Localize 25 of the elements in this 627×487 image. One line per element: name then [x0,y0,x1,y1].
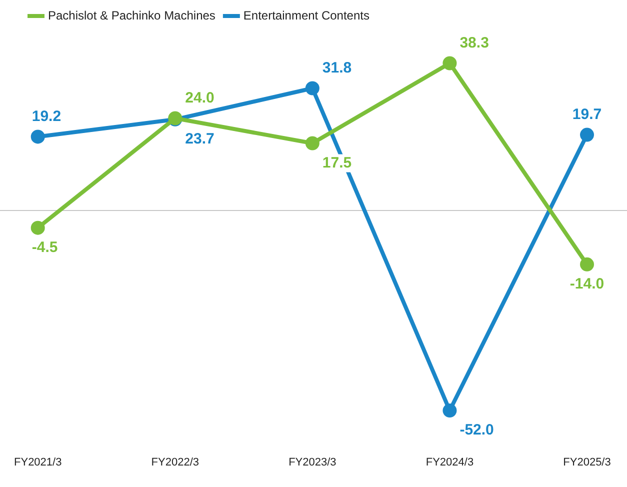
data-label: 24.0 [185,89,214,106]
x-tick-label: FY2023/3 [288,456,336,468]
x-tick-label: FY2025/3 [563,456,611,468]
point [442,404,457,418]
x-tick-label: FY2022/3 [151,456,199,468]
point [30,220,45,235]
point [442,56,457,70]
legend-label: Entertainment Contents [243,8,370,22]
point [305,136,320,150]
data-label: 19.2 [32,108,62,125]
x-tick-label: FY2021/3 [14,456,62,468]
data-label: 23.7 [185,130,214,148]
point [580,128,594,142]
data-label: 19.7 [572,106,602,123]
data-label: 31.8 [322,59,352,76]
legend-label: Pachislot & Pachinko Machines [48,8,216,22]
point [305,81,320,96]
data-label: 38.3 [460,34,489,52]
data-label: -14.0 [570,276,604,293]
data-label: -52.0 [460,422,494,439]
data-label: -4.5 [32,239,58,256]
point [30,130,45,144]
point [580,257,594,272]
data-label: 17.5 [322,154,352,172]
x-tick-label: FY2024/3 [426,456,474,468]
